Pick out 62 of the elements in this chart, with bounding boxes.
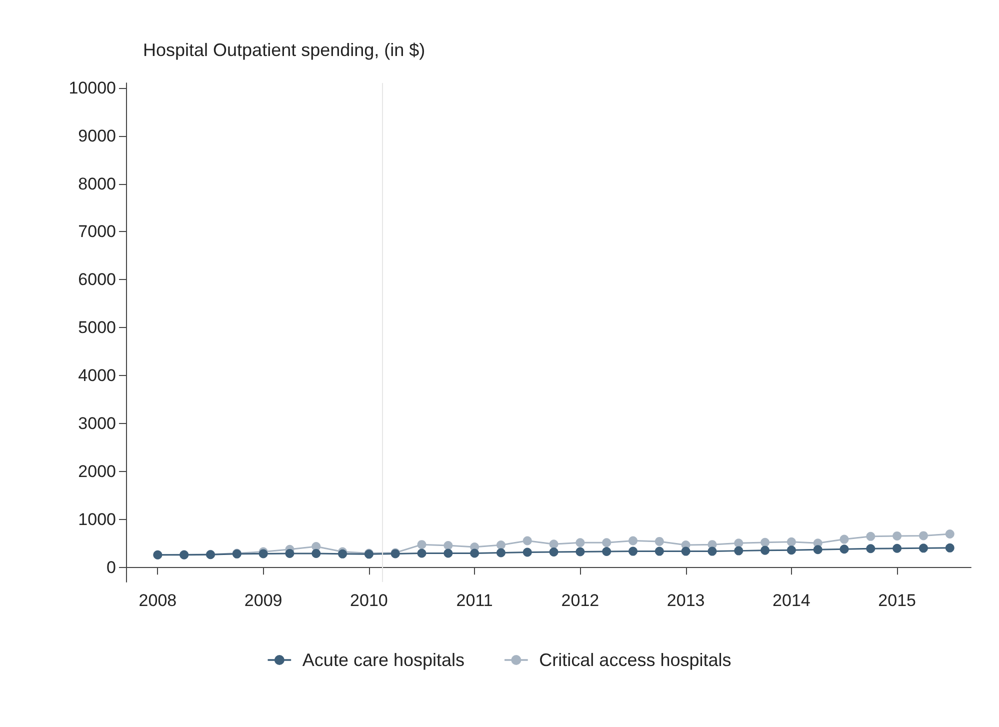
point xyxy=(760,546,770,555)
x-tick-label: 2008 xyxy=(138,591,177,610)
x-tick-label: 2011 xyxy=(456,591,493,610)
point xyxy=(918,531,928,540)
x-tick-label: 2009 xyxy=(244,591,282,610)
point xyxy=(522,536,532,546)
legend-label: Acute care hospitals xyxy=(302,650,465,670)
y-tick-label: 6000 xyxy=(78,270,116,290)
point xyxy=(576,547,585,556)
point xyxy=(628,536,638,546)
point xyxy=(813,545,822,554)
point xyxy=(786,546,796,555)
point xyxy=(444,548,453,558)
point xyxy=(945,530,954,539)
y-tick-label: 0 xyxy=(106,558,116,578)
y-tick-label: 5000 xyxy=(78,318,116,338)
y-tick-label: 2000 xyxy=(78,462,116,482)
point xyxy=(576,538,585,548)
y-tick-label: 9000 xyxy=(78,126,116,146)
y-tick-label: 4000 xyxy=(78,366,116,386)
point xyxy=(786,537,796,546)
y-tick-label: 3000 xyxy=(78,414,116,434)
x-tick-label: 2010 xyxy=(350,591,388,610)
point xyxy=(444,541,453,550)
point xyxy=(654,536,664,546)
x-tick-label: 2012 xyxy=(561,591,600,610)
point xyxy=(681,546,690,556)
point xyxy=(496,540,506,550)
point xyxy=(549,548,558,557)
point xyxy=(602,547,612,556)
y-tick-label: 10000 xyxy=(68,78,116,98)
point xyxy=(417,540,426,550)
x-tick-label: 2014 xyxy=(772,591,810,610)
point xyxy=(708,546,717,556)
point xyxy=(734,546,744,556)
point xyxy=(417,548,426,558)
point xyxy=(522,548,532,557)
point xyxy=(312,548,321,558)
point xyxy=(866,544,876,554)
y-tick-label: 7000 xyxy=(78,222,116,242)
point xyxy=(892,544,902,553)
point xyxy=(496,548,506,558)
y-tick-label: 1000 xyxy=(78,510,116,530)
point xyxy=(285,548,294,558)
point xyxy=(602,538,612,548)
x-tick-label: 2013 xyxy=(666,591,705,610)
point xyxy=(470,548,480,558)
point xyxy=(866,532,876,541)
point xyxy=(760,538,770,547)
chart-title: Hospital Outpatient spending, (in $) xyxy=(143,40,426,60)
point xyxy=(549,540,558,549)
point xyxy=(945,543,954,552)
legend-label: Critical access hospitals xyxy=(539,650,732,670)
point xyxy=(734,538,744,548)
y-tick-label: 8000 xyxy=(78,174,116,194)
point xyxy=(654,546,664,556)
point xyxy=(918,544,928,553)
point xyxy=(840,544,849,554)
point xyxy=(892,531,902,540)
point xyxy=(840,534,849,544)
point xyxy=(628,546,638,556)
x-tick-label: 2015 xyxy=(878,591,916,610)
